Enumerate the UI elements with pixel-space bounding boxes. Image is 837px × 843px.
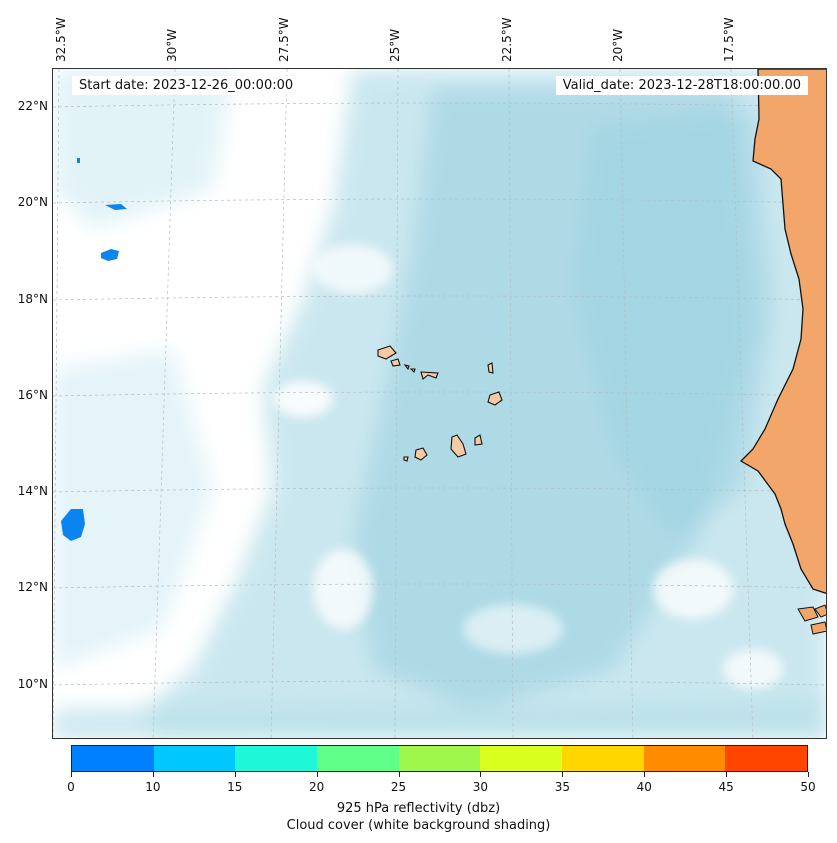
valid-date-label: Valid_date: 2023-12-28T18:00:00.00 — [555, 76, 808, 95]
colorbar-tick-label: 40 — [636, 780, 652, 794]
colorbar-segment-4 — [398, 746, 481, 771]
lon-label-20w: 20°W — [611, 28, 625, 62]
colorbar-tick — [480, 772, 482, 777]
colorbar-segment-8 — [725, 746, 808, 771]
colorbar-tick-label: 20 — [309, 780, 325, 794]
lat-label-16n: 16°N — [17, 388, 48, 402]
colorbar-tick — [644, 772, 646, 777]
colorbar-tick — [398, 772, 400, 777]
colorbar-segment-2 — [235, 746, 318, 771]
cloud-cover-shading — [53, 69, 826, 738]
colorbar-tick-label: 15 — [227, 780, 243, 794]
lat-label-20n: 20°N — [17, 195, 48, 209]
colorbar-tick-label: 0 — [67, 780, 75, 794]
map-canvas — [53, 69, 826, 738]
colorbar-tick — [726, 772, 728, 777]
colorbar-tick — [562, 772, 564, 777]
colorbar-tick-label: 10 — [145, 780, 161, 794]
lat-label-14n: 14°N — [17, 484, 48, 498]
colorbar-segment-3 — [317, 746, 399, 771]
colorbar-tick — [808, 772, 809, 777]
colorbar-sublabel: Cloud cover (white background shading) — [286, 818, 551, 833]
lat-label-22n: 22°N — [17, 99, 48, 113]
colorbar-segment-1 — [153, 746, 236, 771]
colorbar-tick-label: 25 — [390, 780, 407, 794]
lat-label-12n: 12°N — [17, 580, 48, 594]
map-panel[interactable] — [52, 68, 827, 739]
lon-label-27.5w: 27.5°W — [277, 17, 291, 62]
colorbar-tick-label: 30 — [472, 780, 489, 794]
graticule — [53, 69, 826, 738]
lon-label-17.5w: 17.5°W — [722, 17, 736, 62]
cape-verde-islands — [377, 345, 503, 462]
colorbar-tick — [152, 772, 154, 777]
lat-label-10n: 10°N — [17, 677, 48, 691]
lon-label-22.5w: 22.5°W — [500, 17, 514, 62]
colorbar-segment-0 — [72, 746, 154, 771]
colorbar-tick-label: 45 — [718, 780, 734, 794]
lon-label-30w: 30°W — [165, 28, 179, 62]
colorbar-tick-label: 50 — [800, 780, 816, 794]
colorbar-segment-6 — [562, 746, 644, 771]
reflectivity-echoes — [61, 158, 127, 541]
colorbar-tick — [316, 772, 318, 777]
colorbar-tick — [71, 772, 72, 777]
colorbar-tick-label: 35 — [554, 780, 570, 794]
colorbar-label: 925 hPa reflectivity (dbz) — [336, 801, 501, 816]
reflectivity-colorbar — [71, 745, 808, 772]
lon-label-32.5w: 32.5°W — [54, 17, 68, 62]
start-date-label: Start date: 2023-12-26_00:00:00 — [72, 76, 301, 95]
colorbar-segment-7 — [643, 746, 726, 771]
lon-label-25w: 25°W — [388, 28, 402, 62]
africa-landmass — [739, 69, 826, 595]
bissau-islands — [797, 604, 826, 635]
colorbar-segment-5 — [480, 746, 563, 771]
colorbar-tick — [234, 772, 236, 777]
lat-label-18n: 18°N — [17, 292, 48, 306]
